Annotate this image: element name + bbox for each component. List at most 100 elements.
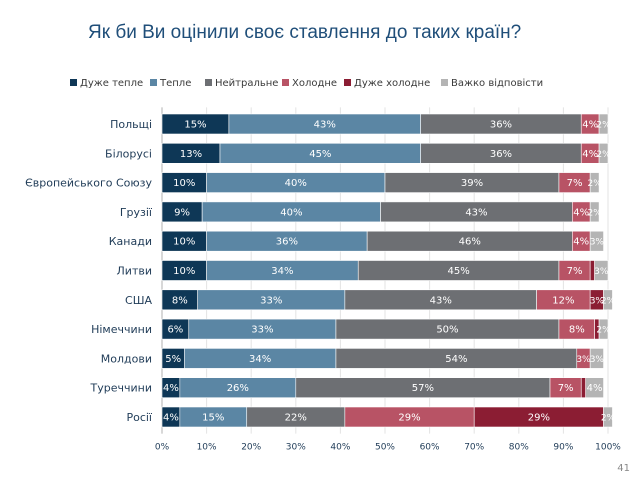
legend-item: Тепле: [150, 78, 191, 89]
data-label: 43%: [465, 207, 487, 218]
data-label: 4%: [573, 207, 589, 218]
data-label: 4%: [587, 383, 603, 394]
data-label: 2%: [587, 208, 602, 218]
data-label: 4%: [163, 413, 179, 424]
data-label: 2%: [596, 150, 611, 160]
data-label: 39%: [461, 178, 483, 189]
bar-row: 13% 45% 36% 4%2%: [161, 143, 611, 164]
data-label: 3%: [590, 355, 605, 365]
data-label: 3%: [594, 267, 609, 277]
data-label: 33%: [260, 295, 282, 306]
data-label: 2%: [596, 326, 611, 336]
data-label: 10%: [173, 237, 195, 248]
category-label: Канади: [109, 235, 152, 248]
data-label: 12%: [552, 295, 574, 306]
legend-label: Холодне: [292, 78, 337, 89]
data-label: 50%: [436, 325, 458, 336]
category-label: Молдови: [101, 352, 152, 365]
legend-item: Нейтральне: [205, 78, 278, 89]
data-label: 4%: [573, 237, 589, 248]
data-label: 2%: [596, 121, 611, 131]
category-label: Росії: [126, 411, 152, 424]
bar-segment: [598, 318, 609, 340]
bar-row: 10% 34% 45% 7% 3%: [161, 260, 609, 281]
data-label: 2%: [587, 179, 602, 189]
bars: 15% 43% 36% 4%2%13% 45% 36% 4%2%10% 40% 39% 7% 2%9…: [161, 113, 616, 428]
data-label: 43%: [314, 120, 336, 131]
legend-swatch: [205, 79, 212, 86]
bar-segment: [585, 377, 604, 399]
category-label: США: [125, 294, 152, 307]
data-label: 43%: [430, 295, 452, 306]
data-label: 4%: [582, 149, 598, 160]
bar-segment: [589, 201, 600, 223]
data-label: 15%: [184, 120, 206, 131]
category-label: Німеччини: [91, 323, 152, 336]
data-label: 4%: [582, 120, 598, 131]
bar-row: 15% 43% 36% 4%2%: [161, 113, 611, 135]
bar-segment: [598, 113, 609, 135]
data-label: 5%: [165, 354, 181, 365]
legend-swatch: [150, 79, 157, 86]
legend-item: Дуже тепле: [70, 78, 143, 89]
x-tick-label: 10%: [197, 443, 217, 453]
legend-label: Нейтральне: [215, 78, 278, 89]
data-label: 10%: [173, 266, 195, 277]
legend-item: Важко відповісти: [441, 77, 543, 89]
x-tick-label: 100%: [595, 443, 621, 453]
data-label: 7%: [567, 266, 583, 277]
legend-label: Дуже тепле: [80, 78, 143, 89]
category-label: Литви: [117, 265, 152, 278]
bar-segment: [589, 172, 600, 193]
data-label: 45%: [309, 149, 331, 160]
bar-segment: [598, 143, 609, 164]
data-label: 57%: [412, 383, 434, 394]
page-number: 41: [617, 463, 630, 474]
legend-label: Тепле: [159, 78, 191, 89]
legend-item: Дуже холодне: [344, 78, 430, 89]
data-label: 15%: [202, 413, 224, 424]
data-label: 34%: [249, 354, 271, 365]
legend-label: Дуже холодне: [354, 78, 430, 89]
bar-row: 5% 34% 54% 3% 3%: [161, 348, 605, 369]
data-label: 8%: [569, 325, 585, 336]
data-label: 3%: [590, 238, 605, 248]
legend-label: Важко відповісти: [451, 77, 543, 89]
data-label: 3%: [576, 355, 591, 365]
category-label: Польщі: [110, 118, 152, 131]
data-label: 46%: [459, 237, 481, 248]
bar-segment: [580, 377, 586, 399]
legend-swatch: [441, 79, 448, 86]
bar-segment: [589, 230, 604, 252]
x-tick-label: 30%: [286, 443, 306, 453]
data-label: 9%: [174, 207, 190, 218]
data-label: 6%: [167, 325, 183, 336]
bar-row: 4% 26% 57% 7% 4%: [161, 377, 604, 399]
x-tick-label: 40%: [330, 443, 350, 453]
data-label: 2%: [601, 296, 616, 306]
data-label: 45%: [447, 266, 469, 277]
bar-row: 6% 33% 50% 8% 2%: [161, 318, 611, 340]
data-label: 3%: [590, 296, 605, 306]
bar-segment: [603, 406, 613, 428]
category-label: Європейського Союзу: [25, 177, 152, 190]
category-label: Туреччини: [90, 382, 152, 395]
bar-segment: [603, 289, 613, 311]
data-label: 29%: [528, 413, 550, 424]
data-label: 13%: [180, 149, 202, 160]
x-tick-label: 50%: [375, 443, 395, 453]
data-label: 36%: [490, 149, 512, 160]
data-label: 36%: [276, 237, 298, 248]
x-tick-label: 80%: [509, 443, 529, 453]
data-label: 26%: [227, 383, 249, 394]
bar-segment: [589, 348, 604, 369]
data-label: 8%: [172, 295, 188, 306]
data-label: 29%: [398, 413, 420, 424]
x-axis-ticks: 0% 10% 20% 30% 40% 50% 60% 70% 80% 90% 100%: [155, 443, 621, 453]
category-labels: Польщі Білорусі Європейського Союзу Грузії К…: [25, 118, 153, 424]
bar-row: 8% 33% 43% 12% 3%2%: [161, 289, 616, 311]
legend-swatch: [344, 79, 351, 86]
data-label: 22%: [285, 413, 307, 424]
data-label: 34%: [271, 266, 293, 277]
